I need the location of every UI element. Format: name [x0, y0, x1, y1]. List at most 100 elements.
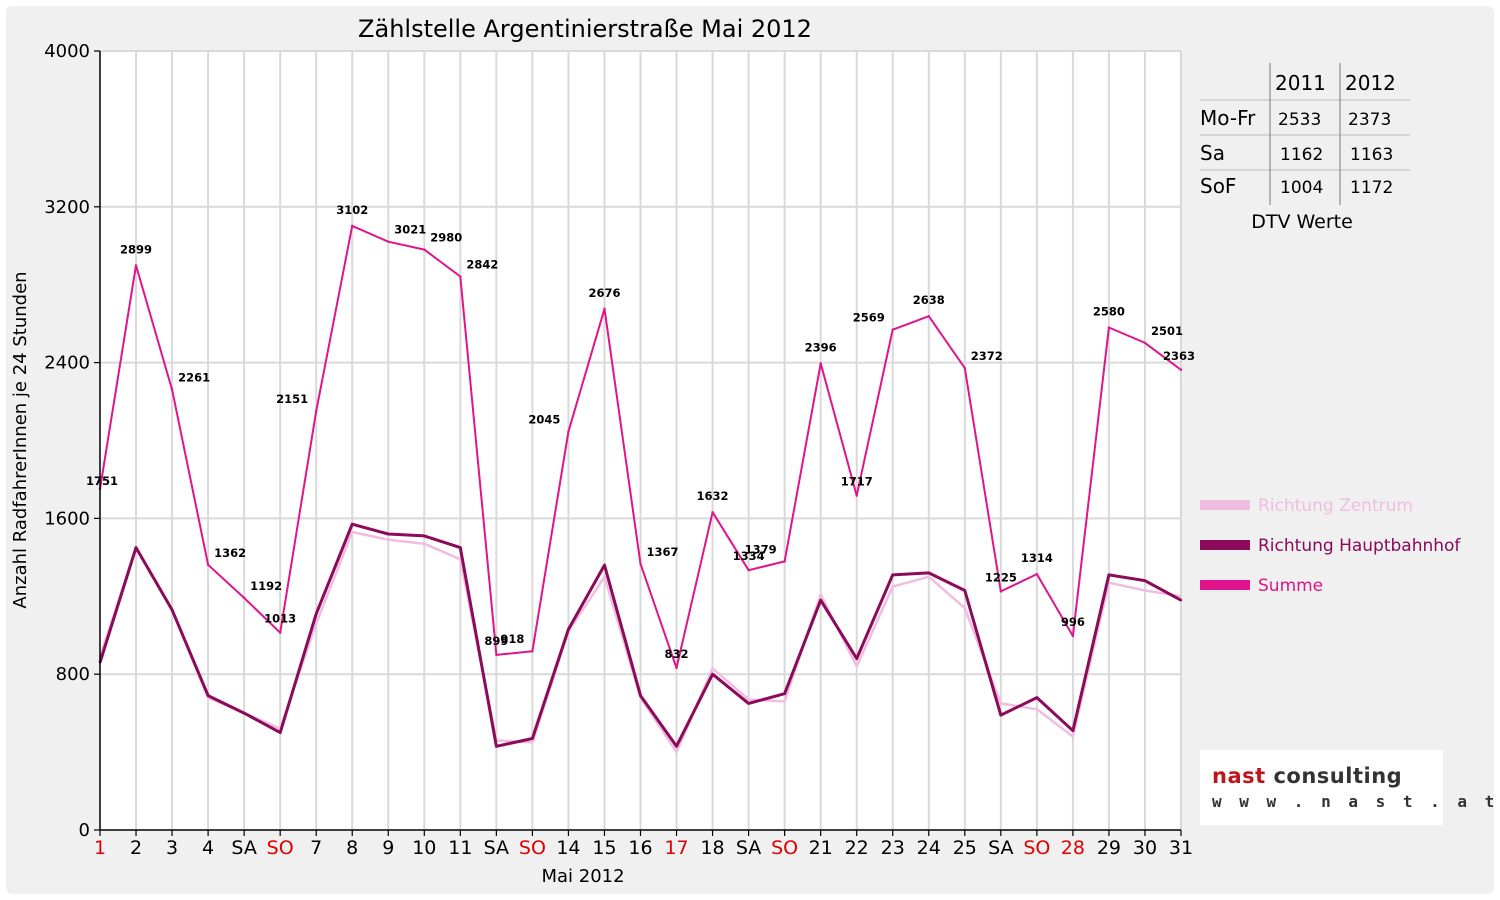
point-richtung-zentrum: [855, 665, 858, 668]
x-tick-label: 8: [346, 837, 358, 859]
data-label: 1379: [745, 542, 777, 556]
point-summe: [315, 409, 318, 413]
point-summe: [242, 596, 246, 600]
data-label: 1717: [841, 475, 873, 489]
point-richtung-hauptbahnhof: [1179, 598, 1183, 602]
x-tick-label: 14: [556, 837, 580, 859]
point-richtung-zentrum: [315, 622, 318, 625]
point-richtung-zentrum: [711, 667, 714, 670]
dtv-cell: 1004: [1280, 178, 1323, 198]
data-label: 3102: [336, 203, 368, 217]
point-summe: [711, 510, 714, 514]
point-richtung-zentrum: [603, 575, 606, 579]
data-label: 2899: [120, 242, 152, 256]
legend: Richtung Zentrum Richtung Hauptbahnhof Sum…: [1200, 496, 1461, 596]
point-richtung-zentrum: [747, 698, 750, 701]
point-summe: [675, 666, 678, 670]
point-richtung-hauptbahnhof: [927, 571, 930, 575]
data-label: 2045: [528, 413, 560, 427]
point-summe: [603, 307, 606, 311]
point-richtung-hauptbahnhof: [423, 534, 426, 538]
data-label: 1632: [697, 489, 729, 503]
data-labels: 1751 2899 2261 1362 1192 1013 2151 3102 3021 2980…: [86, 203, 1195, 661]
point-richtung-hauptbahnhof: [855, 657, 858, 660]
dtv-header-2012: 2012: [1345, 71, 1396, 95]
point-summe: [531, 650, 534, 653]
x-tick-label: SA: [988, 837, 1013, 859]
point-richtung-hauptbahnhof: [170, 608, 174, 612]
point-richtung-zentrum: [423, 542, 426, 545]
dtv-header-2011: 2011: [1275, 71, 1326, 95]
point-richtung-zentrum: [1143, 589, 1147, 592]
x-tick-label: 3: [166, 837, 178, 859]
point-summe: [278, 631, 282, 634]
data-label: 2638: [913, 293, 945, 307]
logo-nast-text: nast: [1212, 764, 1266, 788]
x-tick-label: 24: [917, 837, 941, 859]
logo-wordmark: nast consulting: [1212, 764, 1402, 788]
point-richtung-hauptbahnhof: [1071, 729, 1075, 732]
x-tick-label: 4: [202, 837, 214, 859]
point-summe: [1035, 572, 1039, 576]
y-tick-label: 800: [56, 664, 90, 685]
point-richtung-zentrum: [351, 530, 354, 534]
point-richtung-hauptbahnhof: [999, 713, 1003, 717]
data-label: 996: [1061, 615, 1085, 629]
x-tick-label: 7: [310, 837, 322, 859]
logo-consulting-text: consulting: [1273, 764, 1403, 788]
point-richtung-hauptbahnhof: [278, 731, 282, 734]
x-tick-label: 16: [628, 837, 652, 859]
point-richtung-hauptbahnhof: [531, 737, 534, 740]
point-summe: [783, 560, 786, 563]
x-tick-label: SO: [267, 837, 294, 859]
dtv-row-label: Mo-Fr: [1200, 106, 1256, 130]
data-label: 1192: [250, 579, 282, 593]
point-richtung-hauptbahnhof: [1143, 579, 1147, 582]
point-richtung-hauptbahnhof: [1107, 573, 1111, 577]
point-richtung-hauptbahnhof: [495, 745, 498, 748]
x-tick-label: 1: [94, 837, 106, 859]
data-label: 1751: [86, 474, 118, 488]
data-label: 2569: [853, 311, 885, 325]
point-summe: [747, 569, 750, 572]
data-label: 2580: [1093, 305, 1125, 319]
data-label: 1367: [647, 545, 679, 559]
y-axis-ticks: 0 800 1600 2400 3200 4000: [44, 41, 100, 841]
data-label: 2151: [276, 392, 308, 406]
data-label: 899: [484, 634, 508, 648]
point-summe: [927, 315, 930, 318]
point-richtung-hauptbahnhof: [1035, 696, 1039, 699]
legend-swatch: [1200, 500, 1250, 510]
point-richtung-zentrum: [675, 750, 678, 754]
point-summe: [423, 248, 426, 251]
point-richtung-hauptbahnhof: [819, 598, 822, 602]
x-tick-label: 17: [664, 837, 688, 859]
point-richtung-zentrum: [531, 741, 534, 744]
dtv-cell: 2373: [1348, 110, 1391, 130]
point-summe: [206, 563, 210, 566]
x-tick-label: 23: [881, 837, 905, 859]
y-tick-label: 4000: [44, 41, 90, 62]
x-tick-label: 2: [130, 837, 142, 859]
x-tick-label: SO: [519, 837, 546, 859]
data-label: 1225: [985, 570, 1017, 584]
point-summe: [639, 562, 642, 565]
x-axis-title: Mai 2012: [541, 866, 624, 887]
grid-lines: [100, 50, 1182, 830]
point-richtung-hauptbahnhof: [459, 546, 462, 549]
point-richtung-hauptbahnhof: [567, 628, 570, 631]
point-richtung-zentrum: [927, 575, 930, 579]
point-summe: [1107, 326, 1111, 329]
x-tick-label: 22: [845, 837, 869, 859]
x-axis-ticks: 1 2 3 4 SA SO 7 8 9 10 11 SA SO 14 15 16 17 18 SA SO 21 22 23 2…: [94, 830, 1193, 859]
point-richtung-hauptbahnhof: [891, 573, 894, 577]
data-label: 2372: [971, 349, 1003, 363]
x-tick-label: 15: [592, 837, 616, 859]
dtv-cell: 1172: [1350, 178, 1393, 198]
data-label: 832: [665, 647, 689, 661]
point-richtung-zentrum: [783, 700, 786, 703]
x-tick-label: SA: [231, 837, 256, 859]
point-richtung-hauptbahnhof: [675, 745, 678, 748]
point-summe: [855, 494, 858, 497]
point-summe: [891, 328, 894, 331]
